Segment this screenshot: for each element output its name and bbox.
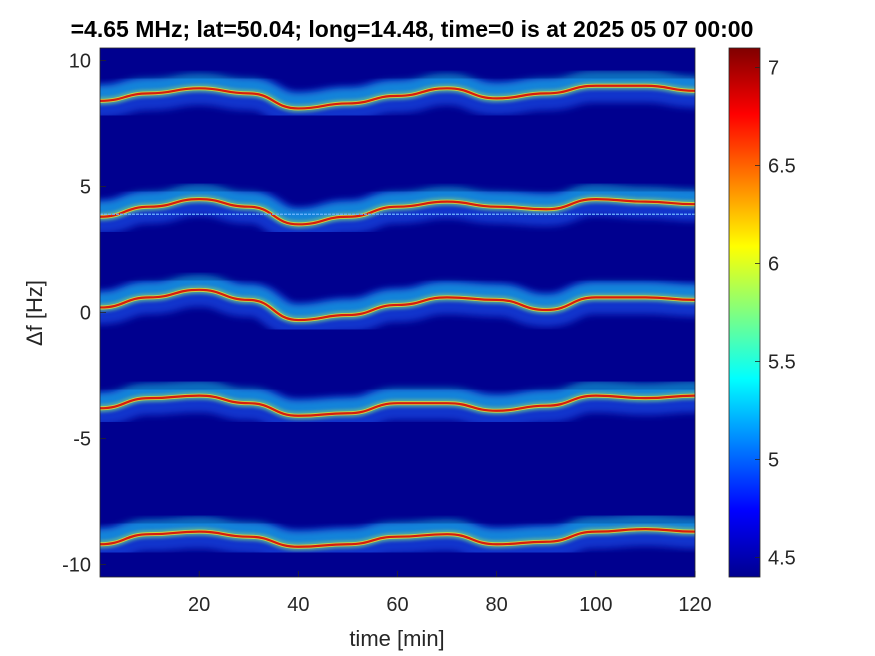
chart-title: =4.65 MHz; lat=50.04; long=14.48, time=0… [71,16,754,42]
y-tick-label: 10 [69,51,91,73]
y-axis-label: Δf [Hz] [22,280,47,346]
colorbar-tick-label: 5.5 [768,351,796,373]
x-axis-ticks: 20 40 60 80 100 120 [188,571,712,616]
x-tick-label: 40 [287,594,309,616]
trace-4 [100,378,695,433]
colorbar-tick-label: 5 [768,449,779,471]
x-axis-label: time [min] [349,626,444,651]
x-tick-label: 100 [579,594,612,616]
y-tick-label: 0 [80,303,91,325]
x-tick-label: 120 [678,594,711,616]
trace-3 [100,272,695,338]
colorbar-ticks: 4.5 5 5.5 6 6.5 7 [755,58,796,569]
y-axis-ticks: 10 5 0 -5 -10 [62,51,106,576]
colorbar-tick-label: 6 [768,254,779,276]
colorbar: 4.5 5 5.5 6 6.5 7 [728,47,796,578]
colorbar-tick-label: 7 [768,58,779,80]
y-tick-label: -10 [62,554,91,576]
colorbar-tick-label: 6.5 [768,156,796,178]
colorbar-gradient [728,47,761,578]
trace-2 [100,182,695,242]
x-tick-label: 80 [486,594,508,616]
colorbar-tick-label: 4.5 [768,547,796,569]
doppler-traces [100,68,695,564]
plot-area [99,47,696,578]
trace-5 [100,512,695,564]
x-tick-label: 20 [188,594,210,616]
trace-1 [100,68,695,126]
y-tick-label: 5 [80,177,91,199]
x-tick-label: 60 [386,594,408,616]
y-tick-label: -5 [73,428,91,450]
